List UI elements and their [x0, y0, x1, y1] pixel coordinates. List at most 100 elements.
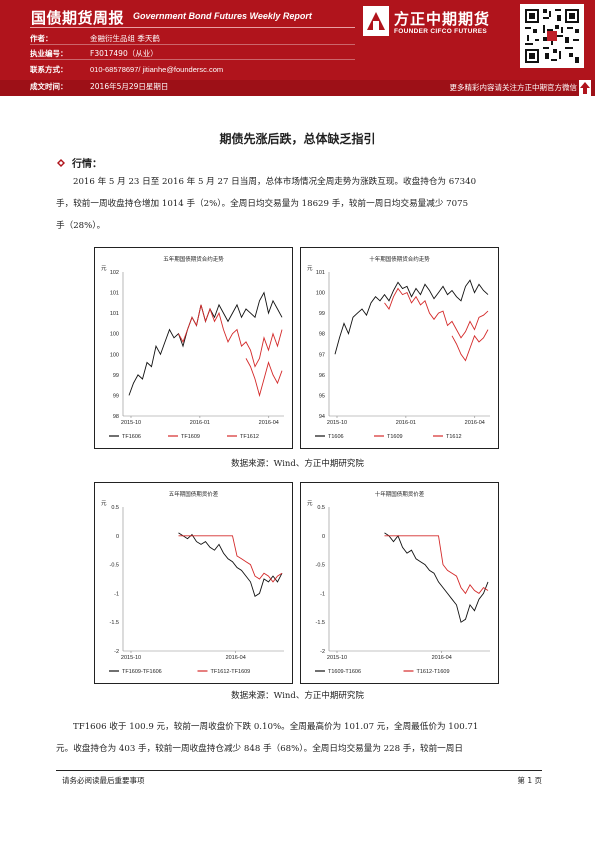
document-title: 期债先涨后跌，总体缺乏指引: [219, 132, 376, 146]
y-tick-label: 99: [113, 393, 119, 399]
x-tick-label: 2016-04: [259, 420, 279, 426]
y-tick-label: 0: [116, 534, 119, 540]
y-axis-unit: 元: [101, 500, 107, 507]
series-line-0: [128, 291, 283, 396]
footer-disclaimer: 请务必阅读最后重要事项: [62, 776, 145, 785]
legend-label: TF1609-TF1606: [122, 669, 162, 675]
section-bullet-icon: [57, 159, 65, 167]
chart-10y-futures: 十年期国债期货合约走势元 101 100 99 98 97 96 95 94 2015-10 201…: [300, 247, 499, 449]
y-tick-label: 99: [113, 373, 119, 379]
meta-divider: [30, 59, 355, 60]
back-to-top-button[interactable]: [579, 80, 591, 96]
y-axis-unit: 元: [307, 265, 313, 272]
y-tick-label: -2: [114, 649, 119, 655]
y-tick-label: -0.5: [110, 563, 119, 569]
y-tick-label: 97: [319, 352, 325, 358]
meta-label: 执业编号：: [30, 49, 68, 58]
y-axis-unit: 元: [307, 500, 313, 507]
legend-label: TF1612: [240, 434, 259, 440]
legend-label: T1612-T1609: [417, 669, 450, 675]
footer-divider: [56, 770, 542, 771]
y-tick-label: 95: [319, 393, 325, 399]
chart-10y-spread: 十年期国债期货价差元 0.5 0 -0.5 -1 -1.5 -2 2015-10 2016-04…: [300, 482, 499, 684]
y-tick-label: -1: [114, 591, 119, 597]
y-tick-label: -1: [320, 591, 325, 597]
series-line-0: [178, 532, 283, 597]
chart-title: 五年期国债期货价差: [169, 490, 219, 498]
meta-label: 作者：: [30, 34, 53, 43]
y-tick-label: 98: [113, 414, 119, 420]
y-tick-label: 0.5: [111, 505, 119, 511]
y-tick-label: -1.5: [110, 620, 119, 626]
chart-title: 十年期国债期货价差: [375, 490, 425, 498]
logo-name-cn: 方正中期期货: [394, 10, 491, 28]
report-title-cn: 国债期货周报: [31, 9, 125, 27]
paragraph-market: 2016 年 5 月 23 日至 2016 年 5 月 27 日当周，总体市场情…: [56, 171, 542, 237]
y-tick-label: -1.5: [316, 620, 325, 626]
series-line-1: [384, 287, 489, 339]
y-tick-label: 100: [110, 352, 119, 358]
meta-license: 执业编号： F3017490（从业）: [30, 48, 158, 59]
company-logo: 方正中期期货 FOUNDER CIFCO FUTURES: [361, 6, 511, 40]
y-tick-label: 101: [110, 291, 119, 297]
section-title: 行情：: [72, 159, 102, 170]
series-line-1: [178, 304, 283, 368]
chart-5y-futures: 五年期国债期货合约走势元 102 101 101 100 100 99 99 98 2015-10…: [94, 247, 293, 449]
y-axis-unit: 元: [101, 265, 107, 272]
caption-source-1: 数据来源：Wind、方正中期研究院: [231, 459, 364, 469]
subscribe-text[interactable]: 更多精彩内容请关注方正中期官方微信: [449, 83, 578, 92]
meta-value: 金融衍生品组 季天鹤: [90, 34, 160, 43]
meta-value: F3017490（从业）: [90, 49, 158, 58]
chart-title: 十年期国债期货合约走势: [369, 255, 430, 263]
y-tick-label: 101: [316, 270, 325, 276]
y-tick-label: 94: [319, 414, 325, 420]
series-line-1: [178, 535, 283, 583]
chart-title: 五年期国债期货合约走势: [163, 255, 224, 263]
qr-code-icon: [523, 7, 581, 65]
x-tick-label: 2015-10: [327, 655, 347, 661]
y-tick-label: 0: [322, 534, 325, 540]
section-heading: 行情：: [56, 155, 102, 170]
meta-contact: 联系方式： 010-68578697/ jitianhe@foundersc.co…: [30, 64, 223, 75]
subscribe-bar: [0, 80, 595, 96]
qr-code: [520, 4, 584, 68]
y-tick-label: 99: [319, 311, 325, 317]
report-title-en: Government Bond Futures Weekly Report: [133, 11, 312, 21]
series-line-0: [384, 532, 489, 623]
x-tick-label: 2016-04: [465, 420, 485, 426]
series-line-0: [334, 279, 489, 355]
y-tick-label: -2: [320, 649, 325, 655]
meta-label: 联系方式：: [30, 65, 68, 74]
meta-author: 作者： 金融衍生品组 季天鹤: [30, 33, 160, 44]
y-tick-label: 101: [110, 311, 119, 317]
logo-name-en: FOUNDER CIFCO FUTURES: [394, 28, 487, 35]
legend-label: TF1609: [181, 434, 200, 440]
y-tick-label: 100: [110, 332, 119, 338]
x-tick-label: 2015-10: [121, 655, 141, 661]
y-tick-label: 0.5: [317, 505, 325, 511]
paragraph-line: 手，较前一周收盘持仓增加 1014 手（2%）。全周日均交易量为 18629 手…: [56, 199, 469, 209]
meta-value: 2016年5月29日星期日: [90, 82, 169, 91]
x-tick-label: 2016-01: [190, 420, 210, 426]
page-number: 第 1 页: [517, 776, 542, 785]
x-tick-label: 2015-10: [327, 420, 347, 426]
legend-label: TF1612-TF1609: [211, 669, 251, 675]
meta-label: 成文时间：: [30, 82, 68, 91]
y-tick-label: 98: [319, 332, 325, 338]
y-tick-label: 100: [316, 291, 325, 297]
legend-label: TF1606: [122, 434, 141, 440]
y-tick-label: -0.5: [316, 563, 325, 569]
paragraph-line: 2016 年 5 月 23 日至 2016 年 5 月 27 日当周，总体市场情…: [73, 177, 477, 187]
series-line-2: [245, 358, 283, 398]
arrow-up-icon: [580, 82, 590, 94]
x-tick-label: 2016-04: [432, 655, 452, 661]
y-tick-label: 96: [319, 373, 325, 379]
founder-logo-icon: [363, 6, 389, 36]
series-line-2: [451, 329, 489, 362]
paragraph-tf1606: TF1606 收于 100.9 元，较前一周收盘价下跌 0.10%。全周最高价为…: [56, 716, 542, 760]
x-tick-label: 2015-10: [121, 420, 141, 426]
legend-label: T1609-T1606: [328, 669, 361, 675]
